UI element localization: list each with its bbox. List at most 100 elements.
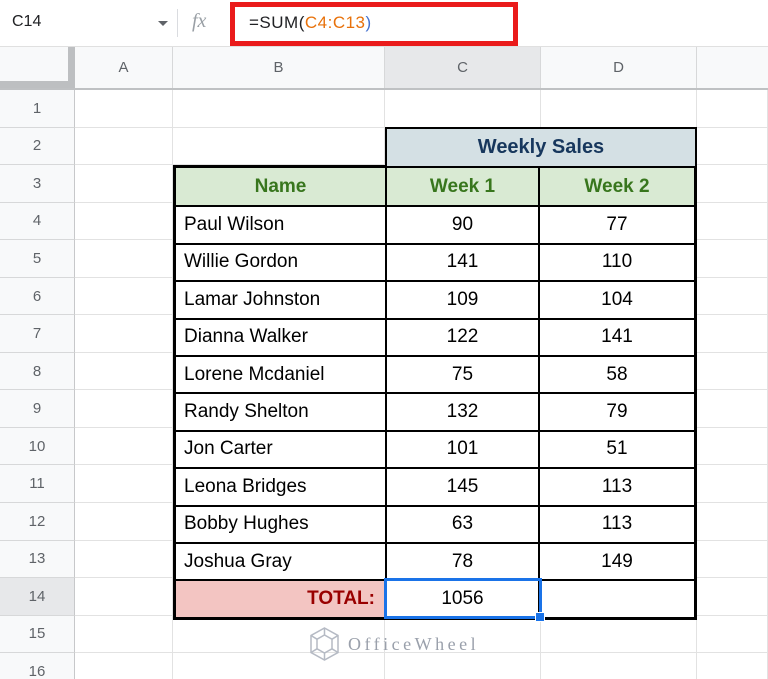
grid-cell[interactable]: [697, 315, 768, 353]
table-cell-week2[interactable]: 77: [538, 205, 694, 243]
table-cell-name[interactable]: Paul Wilson: [176, 205, 385, 242]
table-cell-week2[interactable]: 113: [538, 467, 694, 505]
grid-cell[interactable]: [75, 540, 173, 579]
grid-cell[interactable]: [697, 277, 768, 316]
grid-cell[interactable]: [75, 390, 173, 428]
table-cell-week1[interactable]: 141: [385, 242, 538, 281]
grid-cell[interactable]: [173, 615, 385, 654]
grid-cell[interactable]: [75, 277, 173, 316]
grid-cell[interactable]: [75, 352, 173, 391]
row-header-7[interactable]: 7: [0, 315, 75, 353]
grid-cell[interactable]: [173, 127, 385, 166]
column-header-c[interactable]: C: [385, 47, 541, 88]
row-header-4[interactable]: 4: [0, 202, 75, 241]
table-cell-name[interactable]: Jon Carter: [176, 429, 385, 467]
grid-cell[interactable]: [75, 127, 173, 166]
table-cell-week1[interactable]: 101: [385, 429, 538, 468]
column-header-partial[interactable]: [697, 47, 768, 88]
table-cell-week1[interactable]: 145: [385, 467, 538, 505]
grid-cell[interactable]: [541, 615, 697, 654]
grid-cell[interactable]: [697, 427, 768, 466]
row-header-16[interactable]: 16: [0, 653, 75, 679]
grid-cell[interactable]: [697, 540, 768, 579]
column-header-d[interactable]: D: [541, 47, 697, 88]
table-cell-week1[interactable]: 90: [385, 205, 538, 243]
table-cell-week2[interactable]: 58: [538, 354, 694, 393]
row-header-1[interactable]: 1: [0, 90, 75, 128]
total-value-cell[interactable]: 1056: [385, 579, 538, 617]
table-header-week2[interactable]: Week 2: [538, 168, 694, 206]
grid-cell[interactable]: [173, 90, 385, 128]
row-header-11[interactable]: 11: [0, 465, 75, 504]
table-cell-name[interactable]: Bobby Hughes: [176, 504, 385, 542]
row-header-6[interactable]: 6: [0, 277, 75, 316]
grid-cell[interactable]: [697, 390, 768, 428]
table-cell-week2[interactable]: 51: [538, 429, 694, 468]
grid-cell[interactable]: [697, 578, 768, 616]
chevron-down-icon[interactable]: [158, 21, 168, 26]
grid-cell[interactable]: [697, 465, 768, 504]
weekly-sales-merged-cell[interactable]: Weekly Sales: [385, 127, 697, 168]
grid-cell[interactable]: [75, 615, 173, 654]
column-header-a[interactable]: A: [75, 47, 173, 88]
table-cell-week2[interactable]: 79: [538, 392, 694, 430]
table-cell-week1[interactable]: 109: [385, 280, 538, 318]
row-header-13[interactable]: 13: [0, 540, 75, 579]
table-cell-name[interactable]: Leona Bridges: [176, 467, 385, 504]
grid-cell[interactable]: [697, 240, 768, 278]
row-header-10[interactable]: 10: [0, 427, 75, 466]
row-header-15[interactable]: 15: [0, 615, 75, 654]
table-cell-week1[interactable]: 63: [385, 504, 538, 542]
grid-cell[interactable]: [541, 653, 697, 679]
grid-cell[interactable]: [75, 202, 173, 241]
table-cell-name[interactable]: Dianna Walker: [176, 317, 385, 355]
grid-cell[interactable]: [75, 653, 173, 679]
grid-cell[interactable]: [541, 90, 697, 128]
row-header-8[interactable]: 8: [0, 352, 75, 391]
grid-cell[interactable]: [173, 653, 385, 679]
row-header-14[interactable]: 14: [0, 578, 75, 616]
grid-cell[interactable]: [75, 578, 173, 616]
table-header-name[interactable]: Name: [176, 168, 385, 206]
name-box[interactable]: C14: [0, 0, 177, 46]
table-cell-name[interactable]: Lamar Johnston: [176, 280, 385, 317]
grid-cell[interactable]: [697, 90, 768, 128]
grid-cell[interactable]: [697, 503, 768, 541]
table-cell-name[interactable]: Joshua Gray: [176, 541, 385, 579]
table-cell-week2[interactable]: 104: [538, 280, 694, 318]
total-label-cell[interactable]: TOTAL:: [176, 579, 385, 617]
table-header-week1[interactable]: Week 1: [385, 168, 538, 206]
grid-cell[interactable]: [75, 427, 173, 466]
select-all-corner[interactable]: [0, 47, 75, 88]
table-cell-week2[interactable]: 113: [538, 504, 694, 542]
table-cell-week2[interactable]: 149: [538, 541, 694, 580]
column-header-b[interactable]: B: [173, 47, 385, 88]
row-header-9[interactable]: 9: [0, 390, 75, 428]
table-cell-week1[interactable]: 122: [385, 317, 538, 355]
grid-cell[interactable]: [75, 165, 173, 203]
table-cell-week1[interactable]: 132: [385, 392, 538, 430]
table-cell-week2[interactable]: 110: [538, 242, 694, 281]
grid-cell[interactable]: [385, 90, 541, 128]
row-header-5[interactable]: 5: [0, 240, 75, 278]
grid-cell[interactable]: [697, 352, 768, 391]
table-cell-week1[interactable]: 78: [385, 541, 538, 580]
row-header-2[interactable]: 2: [0, 127, 75, 166]
table-cell-name[interactable]: Lorene Mcdaniel: [176, 354, 385, 392]
total-empty-cell[interactable]: [538, 579, 694, 617]
grid-cell[interactable]: [697, 653, 768, 679]
grid-cell[interactable]: [697, 202, 768, 241]
grid-cell[interactable]: [385, 615, 541, 654]
grid-cell[interactable]: [385, 653, 541, 679]
row-header-3[interactable]: 3: [0, 165, 75, 203]
table-cell-week1[interactable]: 75: [385, 354, 538, 393]
grid-cell[interactable]: [75, 315, 173, 353]
table-cell-name[interactable]: Willie Gordon: [176, 242, 385, 280]
formula-input[interactable]: =SUM(C4:C13): [249, 0, 372, 46]
fill-handle[interactable]: [535, 612, 545, 622]
grid-cell[interactable]: [75, 90, 173, 128]
row-header-12[interactable]: 12: [0, 503, 75, 541]
table-cell-week2[interactable]: 141: [538, 317, 694, 355]
grid-cell[interactable]: [697, 615, 768, 654]
grid-cell[interactable]: [75, 503, 173, 541]
